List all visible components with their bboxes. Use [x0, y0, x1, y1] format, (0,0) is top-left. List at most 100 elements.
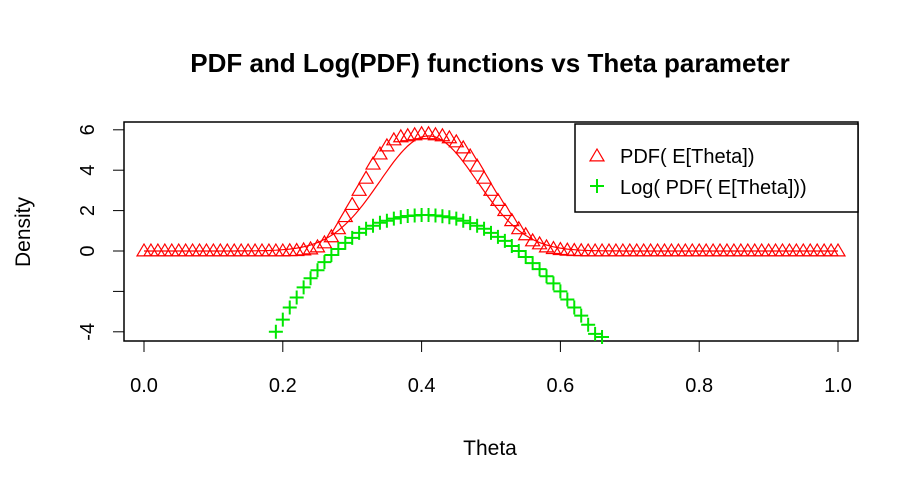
pdf-point: [788, 242, 805, 257]
pdf-point: [600, 242, 618, 257]
pdf-point: [670, 242, 687, 257]
pdf-point: [156, 242, 173, 257]
x-tick-label: 0.6: [546, 375, 574, 397]
logpdf-point: [525, 256, 540, 271]
pdf-point: [191, 242, 208, 257]
pdf-point: [698, 242, 715, 257]
pdf-point: [441, 129, 458, 144]
logpdf-point: [296, 280, 311, 295]
pdf-point: [760, 242, 777, 257]
pdf-point: [149, 242, 166, 257]
logpdf-point: [289, 290, 304, 305]
logpdf-point: [442, 210, 457, 225]
pdf-point: [767, 242, 784, 257]
logpdf-point: [511, 244, 526, 258]
legend-plus-icon: [590, 179, 604, 193]
pdf-point: [746, 242, 763, 257]
pdf-point: [538, 238, 555, 253]
x-axis: 0.0 0.2 0.4 0.6 0.8 1.0: [130, 340, 852, 397]
pdf-point: [503, 212, 520, 227]
pdf-point: [711, 242, 729, 257]
pdf-point: [725, 242, 742, 257]
x-tick-label: 1.0: [824, 375, 852, 397]
pdf-point: [621, 242, 638, 257]
y-tick-label: 6: [77, 124, 99, 135]
y-tick-label: -4: [77, 323, 99, 341]
pdf-point: [177, 242, 194, 257]
logpdf-point: [553, 284, 568, 299]
legend: PDF( E[Theta]) Log( PDF( E[Theta])): [574, 123, 859, 213]
pdf-point: [253, 242, 271, 257]
logpdf-point: [393, 210, 408, 225]
logpdf-point: [470, 218, 485, 233]
legend-marker-pdf: [588, 147, 606, 162]
y-tick-label: 4: [77, 165, 99, 176]
logpdf-point: [539, 269, 554, 284]
pdf-point: [246, 242, 264, 257]
logpdf-point: [366, 218, 381, 233]
pdf-point: [691, 242, 708, 257]
logpdf-point: [449, 211, 464, 226]
x-tick-label: 0.0: [130, 375, 158, 397]
pdf-point: [635, 242, 652, 257]
pdf-point: [205, 242, 222, 257]
pdf-point: [469, 157, 486, 172]
pdf-point: [795, 242, 812, 257]
legend-triangle-icon: [588, 147, 606, 162]
pdf-point: [462, 147, 479, 162]
logpdf-point: [386, 211, 401, 226]
pdf-point: [434, 127, 451, 142]
pdf-point: [809, 242, 826, 257]
logpdf-point: [268, 324, 283, 339]
logpdf-point: [275, 312, 290, 327]
x-axis-label: Theta: [463, 437, 517, 460]
pdf-point: [344, 196, 361, 211]
pdf-point: [510, 220, 527, 235]
pdf-point: [302, 240, 319, 255]
pdf-point: [593, 242, 611, 257]
pdf-point: [371, 145, 389, 160]
chart-title: PDF and Log(PDF) functions vs Theta para…: [190, 48, 790, 78]
logpdf-point: [574, 308, 589, 323]
series-pdf: [135, 125, 847, 257]
logpdf-point: [359, 221, 374, 236]
pdf-point: [587, 242, 604, 257]
pdf-point: [226, 242, 243, 257]
pdf-point: [330, 220, 347, 235]
x-tick-label: 0.2: [269, 375, 297, 397]
pdf-point: [816, 242, 833, 257]
pdf-point: [337, 208, 354, 223]
y-tick-label: 2: [77, 205, 99, 216]
logpdf-point: [324, 248, 339, 263]
logpdf-point: [546, 276, 561, 291]
logpdf-point: [581, 317, 596, 332]
pdf-point: [455, 139, 472, 154]
pdf-point: [677, 242, 694, 257]
pdf-point: [656, 242, 673, 257]
pdf-point: [705, 242, 722, 257]
pdf-point: [351, 182, 368, 196]
pdf-point: [323, 228, 340, 243]
pdf-point: [663, 242, 680, 257]
pdf-point: [358, 170, 375, 184]
pdf-point: [774, 242, 791, 257]
x-tick-label: 0.4: [408, 375, 436, 397]
pdf-point: [448, 133, 465, 148]
logpdf-point: [435, 209, 450, 224]
pdf-point: [198, 242, 215, 257]
pdf-point: [628, 242, 645, 257]
pdf-point: [802, 242, 819, 257]
pdf-point: [219, 242, 236, 257]
pdf-point: [142, 242, 159, 257]
pdf-point: [496, 202, 513, 217]
y-axis-label: Density: [12, 196, 35, 267]
pdf-point: [240, 242, 257, 257]
pdf-point: [684, 242, 701, 257]
pdf-point: [364, 155, 382, 170]
logpdf-point: [518, 250, 533, 265]
logpdf-point: [595, 330, 610, 344]
pdf-point: [489, 192, 506, 206]
logpdf-point: [456, 213, 471, 228]
legend-label-pdf: PDF( E[Theta]): [620, 146, 754, 168]
logpdf-point: [379, 213, 394, 228]
